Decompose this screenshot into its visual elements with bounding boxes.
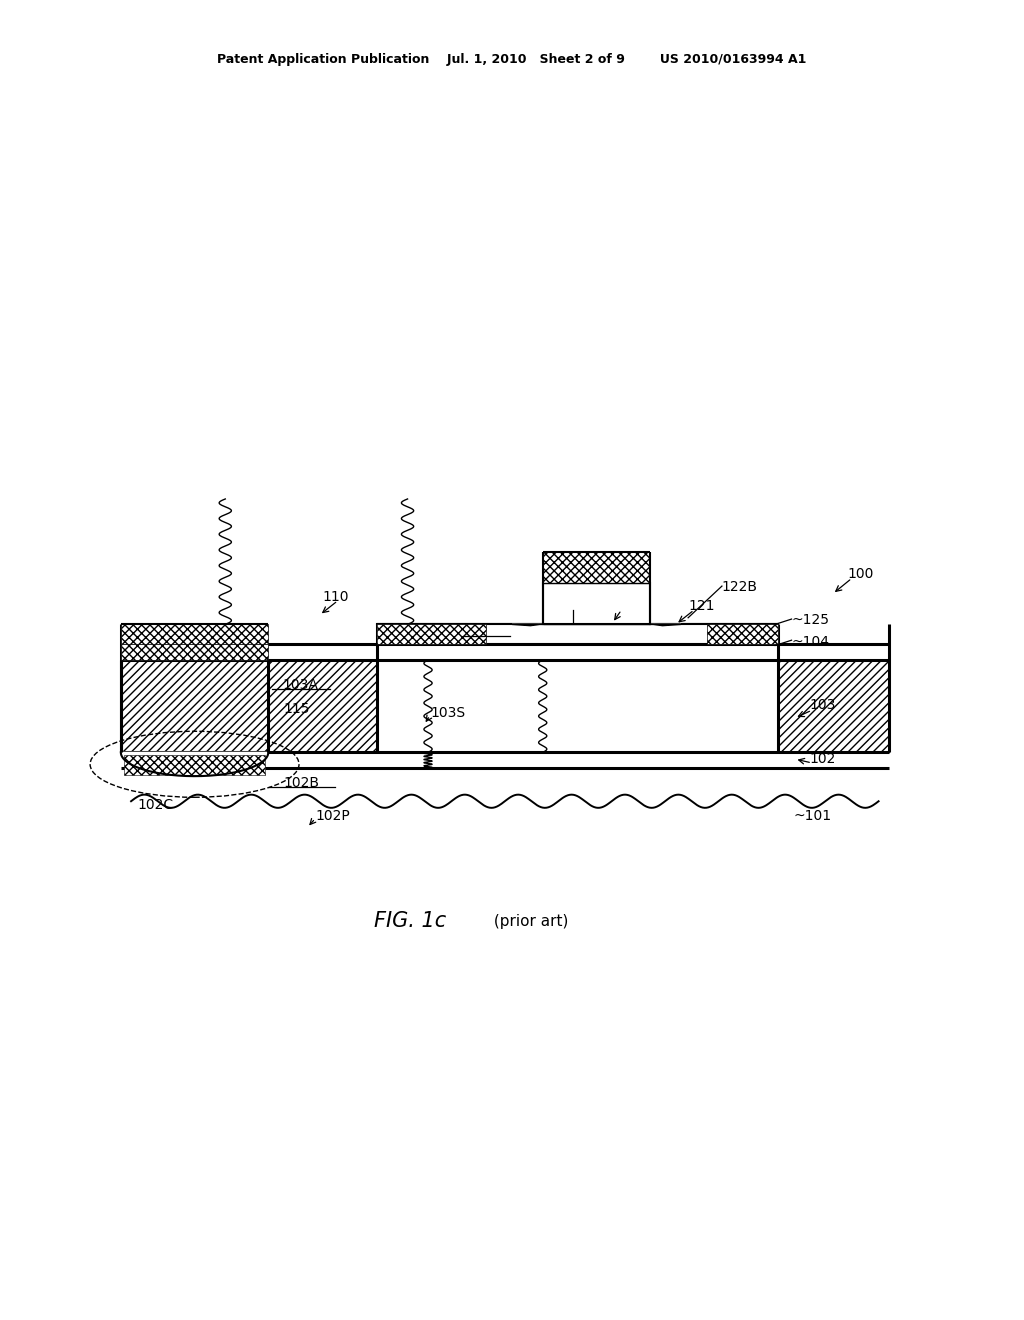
- Bar: [121, 644, 889, 660]
- Text: FIG. 1c: FIG. 1c: [374, 911, 446, 932]
- Text: ~104: ~104: [792, 635, 829, 648]
- Text: 121: 121: [688, 599, 715, 612]
- Bar: [377, 660, 778, 752]
- Text: (prior art): (prior art): [489, 913, 569, 929]
- Text: 123: 123: [556, 599, 583, 612]
- Text: 125: 125: [592, 599, 616, 612]
- Text: 110: 110: [323, 590, 349, 603]
- Text: 102C: 102C: [137, 799, 174, 812]
- Bar: [121, 624, 268, 644]
- Polygon shape: [121, 752, 268, 776]
- Text: Patent Application Publication    Jul. 1, 2010   Sheet 2 of 9        US 2010/016: Patent Application Publication Jul. 1, 2…: [217, 53, 807, 66]
- Polygon shape: [650, 624, 681, 626]
- Text: 120: 120: [610, 599, 637, 612]
- Bar: [121, 644, 268, 660]
- Text: 102B: 102B: [283, 776, 319, 789]
- Bar: [377, 624, 778, 644]
- Text: 102: 102: [809, 752, 836, 766]
- Bar: [124, 755, 265, 775]
- Text: ~125: ~125: [792, 614, 829, 627]
- Bar: [121, 660, 889, 752]
- Text: 102P: 102P: [315, 809, 350, 822]
- Bar: [121, 752, 889, 768]
- Bar: [377, 660, 778, 752]
- Polygon shape: [512, 624, 543, 626]
- Text: 100: 100: [848, 568, 874, 581]
- Text: 103S: 103S: [430, 706, 465, 719]
- Text: 103A: 103A: [282, 678, 318, 692]
- Text: 122B: 122B: [722, 581, 758, 594]
- Text: 115: 115: [284, 702, 310, 715]
- Bar: [707, 624, 778, 644]
- Text: 103: 103: [809, 698, 836, 711]
- Bar: [543, 552, 650, 583]
- Bar: [377, 624, 778, 644]
- Bar: [543, 583, 650, 624]
- Text: 124: 124: [473, 626, 500, 639]
- Bar: [377, 624, 486, 644]
- Text: ~101: ~101: [794, 809, 831, 822]
